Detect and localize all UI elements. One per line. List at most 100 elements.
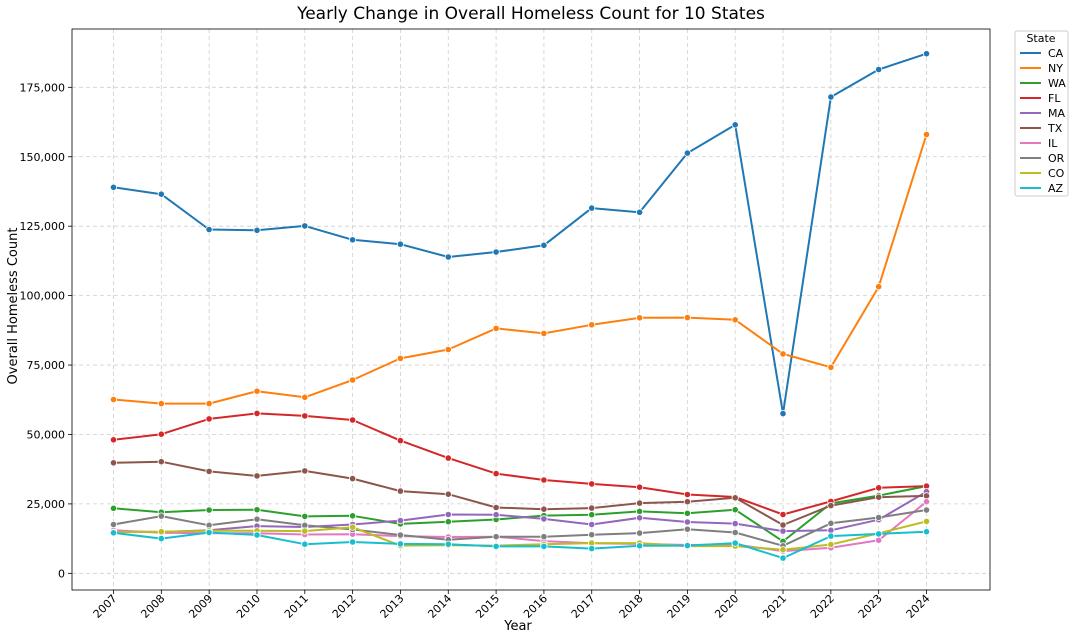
- legend-label: FL: [1048, 92, 1061, 105]
- legend-items: CA NY WA FL MA TX IL OR CO AZ: [1020, 47, 1066, 195]
- data-point-or: [157, 512, 165, 520]
- data-point-or: [492, 533, 500, 541]
- series-tx: [109, 458, 931, 529]
- data-point-ny: [922, 130, 931, 139]
- data-point-ca: [301, 222, 309, 230]
- legend-item-ca: CA: [1020, 47, 1064, 60]
- data-point-or: [731, 528, 739, 537]
- legend-item-tx: TX: [1020, 122, 1063, 135]
- data-point-or: [875, 513, 883, 522]
- legend: State CA NY WA FL MA TX IL OR CO AZ: [1014, 30, 1069, 197]
- data-point-ny: [588, 321, 596, 329]
- data-point-ma: [444, 510, 452, 519]
- y-tick-label: 175,000: [20, 81, 66, 94]
- data-point-ca: [731, 121, 739, 129]
- legend-item-fl: FL: [1020, 92, 1061, 105]
- y-tick-label: 25,000: [27, 498, 66, 511]
- y-tick-label: 125,000: [20, 220, 66, 233]
- data-point-or: [827, 519, 835, 527]
- data-point-az: [157, 534, 165, 543]
- series-ny: [109, 130, 931, 408]
- data-point-ny: [827, 363, 835, 371]
- data-point-az: [683, 541, 692, 550]
- data-point-co: [157, 528, 165, 536]
- legend-item-ny: NY: [1020, 62, 1063, 75]
- series-group: [109, 50, 931, 562]
- data-point-az: [444, 540, 452, 548]
- legend-item-ma: MA: [1020, 107, 1065, 120]
- data-point-ca: [635, 208, 644, 216]
- series-line-ma: [113, 490, 928, 533]
- data-point-tx: [396, 487, 404, 495]
- data-point-ma: [540, 515, 548, 523]
- legend-title: State: [1026, 32, 1055, 45]
- data-point-co: [827, 540, 835, 549]
- data-point-ny: [396, 354, 404, 362]
- data-point-ma: [779, 527, 787, 535]
- data-point-az: [588, 544, 596, 553]
- data-point-wa: [109, 504, 118, 512]
- data-point-ny: [635, 314, 644, 322]
- data-point-fl: [540, 476, 548, 484]
- data-point-ny: [779, 350, 787, 358]
- data-point-ny: [157, 399, 165, 408]
- data-point-az: [348, 538, 357, 546]
- data-point-az: [205, 528, 213, 537]
- legend-label: IL: [1048, 137, 1058, 150]
- data-point-co: [301, 527, 309, 535]
- data-point-tx: [157, 458, 165, 466]
- series-ca: [109, 50, 931, 418]
- data-point-tx: [444, 490, 452, 498]
- data-point-az: [731, 539, 739, 547]
- data-point-ma: [635, 514, 644, 522]
- y-axis: 0 25,000 50,000 75,000 100,000 125,000 150,000…: [20, 81, 72, 580]
- data-point-or: [683, 525, 692, 533]
- data-point-ca: [492, 248, 500, 256]
- data-point-wa: [253, 506, 261, 514]
- data-point-az: [875, 530, 883, 538]
- data-point-ma: [492, 511, 500, 519]
- data-point-tx: [827, 501, 835, 510]
- data-point-ca: [827, 93, 835, 101]
- data-point-wa: [301, 512, 309, 521]
- legend-label: AZ: [1048, 182, 1064, 195]
- data-point-or: [588, 531, 596, 539]
- data-point-wa: [444, 518, 452, 526]
- data-point-tx: [779, 521, 787, 529]
- data-point-ca: [157, 190, 165, 198]
- series-line-fl: [113, 412, 927, 516]
- data-point-ma: [588, 520, 596, 529]
- data-point-il: [922, 498, 931, 506]
- data-point-wa: [683, 509, 692, 517]
- data-point-ca: [109, 183, 118, 191]
- y-axis-label: Overall Homeless Count: [6, 228, 21, 385]
- series-fl: [109, 409, 931, 519]
- legend-item-az: AZ: [1020, 182, 1064, 195]
- data-point-wa: [635, 507, 644, 515]
- data-point-ny: [492, 324, 500, 332]
- data-point-wa: [588, 511, 596, 519]
- data-point-az: [779, 554, 787, 562]
- data-point-fl: [396, 436, 404, 445]
- data-point-ma: [731, 519, 739, 528]
- legend-label: OR: [1048, 152, 1065, 165]
- data-point-fl: [348, 416, 357, 424]
- data-point-co: [348, 523, 357, 531]
- data-point-or: [635, 529, 644, 537]
- data-point-ny: [109, 395, 118, 404]
- series-line-il: [113, 500, 928, 553]
- legend-label: TX: [1047, 122, 1063, 135]
- legend-frame: [1014, 30, 1069, 197]
- data-point-az: [301, 540, 309, 548]
- data-point-ny: [731, 316, 739, 324]
- data-point-fl: [875, 484, 883, 492]
- y-tick-label: 100,000: [20, 290, 66, 303]
- legend-item-il: IL: [1020, 137, 1058, 150]
- y-tick-label: 50,000: [27, 428, 66, 441]
- data-point-ca: [348, 236, 357, 244]
- data-point-or: [396, 531, 404, 539]
- data-point-tx: [348, 474, 357, 483]
- chart-title: Yearly Change in Overall Homeless Count …: [296, 4, 765, 24]
- data-point-ny: [205, 399, 213, 408]
